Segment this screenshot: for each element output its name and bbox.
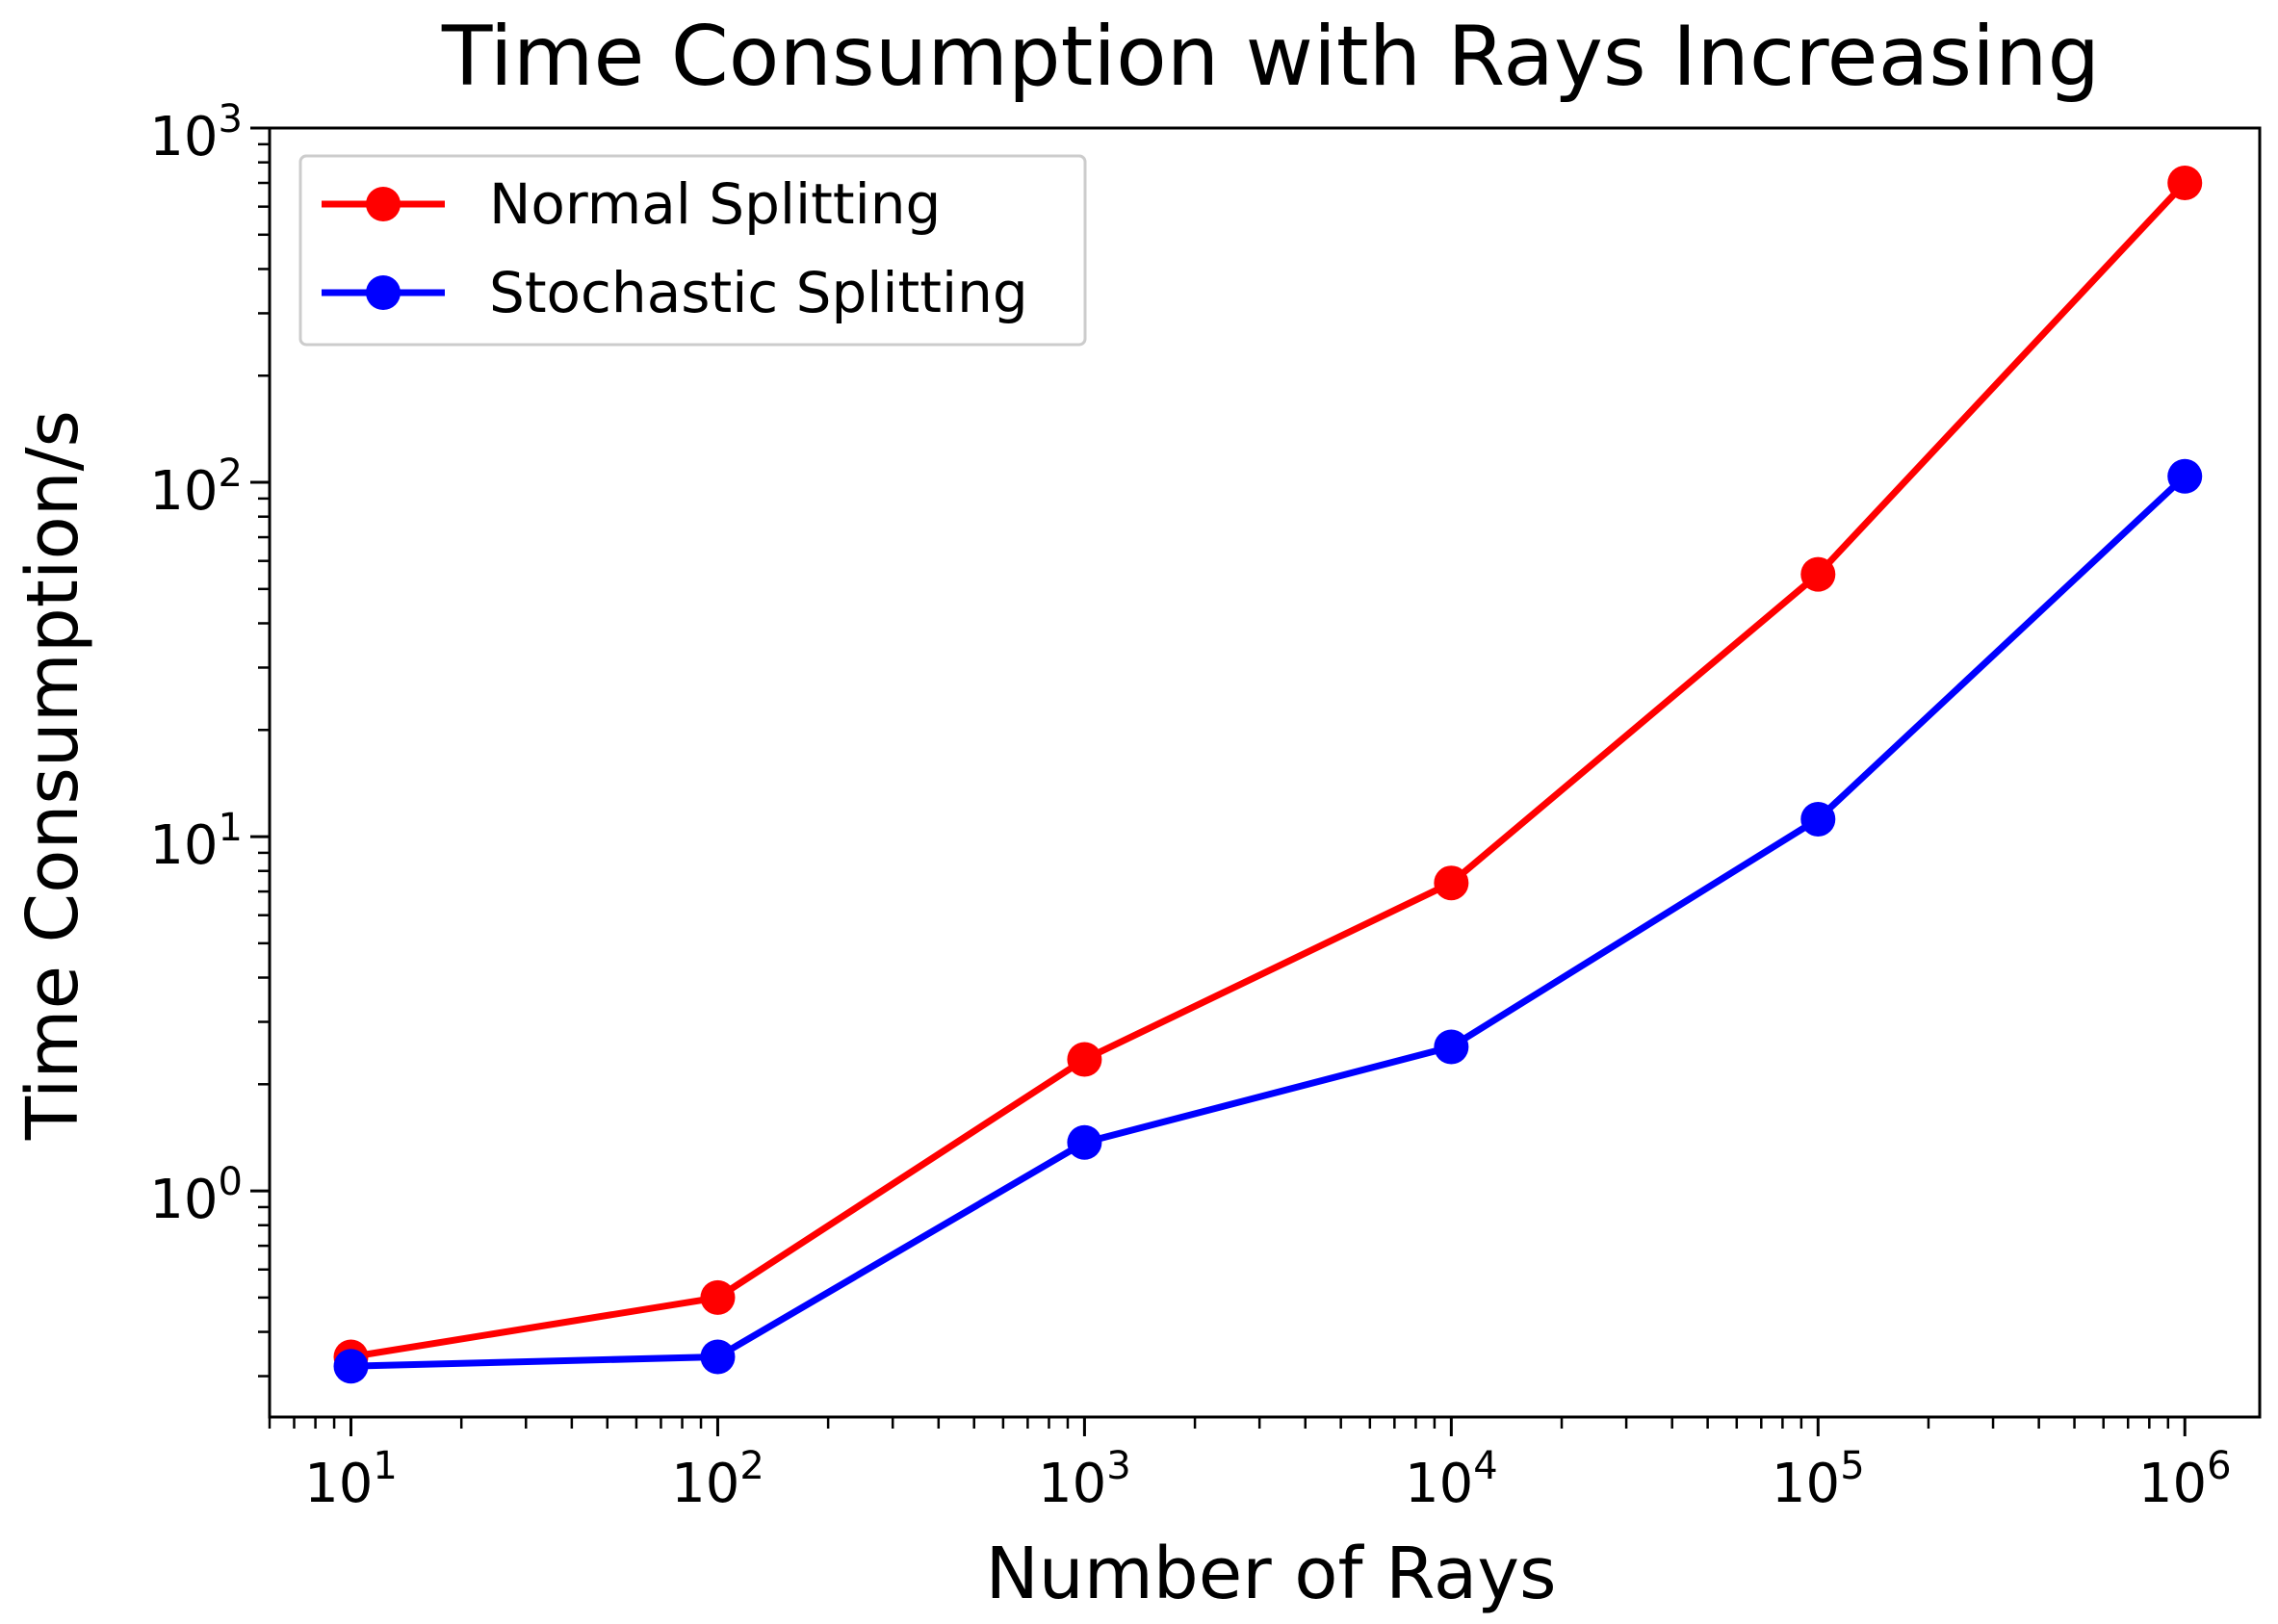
x-tick-label-exponent: 4 [1473,1444,1497,1488]
x-tick-label-base: 10 [1772,1453,1840,1515]
data-point-stochastic-splitting [700,1339,736,1375]
y-tick-label-exponent: 0 [219,1160,243,1204]
x-tick-label-exponent: 6 [2207,1444,2231,1488]
data-point-normal-splitting [2167,166,2203,201]
plot-frame [268,126,2262,1419]
series-line-normal-splitting [348,179,2188,1360]
data-point-stochastic-splitting [1434,1029,1469,1065]
y-tick-label-exponent: 2 [219,451,243,496]
y-tick-label: 100 [149,1160,243,1231]
data-point-stochastic-splitting [333,1349,369,1384]
x-axis-label: Number of Rays [985,1533,1556,1615]
data-point-normal-splitting [700,1279,736,1315]
x-tick-label-base: 10 [2138,1453,2207,1515]
y-tick-label-base: 10 [149,1169,218,1231]
legend-label-normal-splitting: Normal Splitting [489,171,941,237]
data-point-stochastic-splitting [2167,458,2203,494]
x-tick-label-base: 10 [1038,1453,1106,1515]
series-line-stochastic-splitting [348,473,2188,1370]
y-tick-label: 102 [149,451,243,523]
x-tick-label-base: 10 [304,1453,373,1515]
x-tick-label-base: 10 [1405,1453,1473,1515]
y-axis-label: Time Consumption/s [12,410,94,1141]
legend-marker-normal-splitting [366,187,401,221]
x-tick-label-exponent: 3 [1106,1444,1130,1488]
x-tick-label: 104 [1405,1444,1498,1515]
data-point-normal-splitting [1067,1042,1102,1077]
data-point-stochastic-splitting [1800,801,1836,837]
legend-frame [298,154,1087,347]
data-point-stochastic-splitting [1067,1124,1102,1160]
y-tick-label-base: 10 [149,106,218,168]
x-tick-label: 101 [304,1444,398,1515]
y-tick-label-base: 10 [149,460,218,523]
x-tick-label: 102 [671,1444,764,1515]
x-tick-label-exponent: 1 [373,1444,397,1488]
legend: Normal Splitting Stochastic Splitting [298,154,1087,347]
x-tick-label: 106 [2138,1444,2232,1515]
x-tick-label: 103 [1038,1444,1131,1515]
y-tick-label-exponent: 3 [219,97,243,142]
y-tick-label: 101 [149,806,243,877]
chart-title: Time Consumption with Rays Increasing [441,9,2100,105]
y-tick-label-exponent: 1 [219,806,243,850]
x-tick-label-exponent: 2 [739,1444,764,1488]
y-tick-label-base: 10 [149,814,218,877]
x-tick-label-exponent: 5 [1840,1444,1864,1488]
x-tick-label-base: 10 [671,1453,739,1515]
data-point-normal-splitting [1434,865,1469,901]
legend-marker-stochastic-splitting [366,275,401,310]
data-point-normal-splitting [1800,556,1836,592]
x-tick-label: 105 [1772,1444,1865,1515]
legend-label-stochastic-splitting: Stochastic Splitting [489,260,1028,325]
y-tick-label: 103 [149,97,243,168]
